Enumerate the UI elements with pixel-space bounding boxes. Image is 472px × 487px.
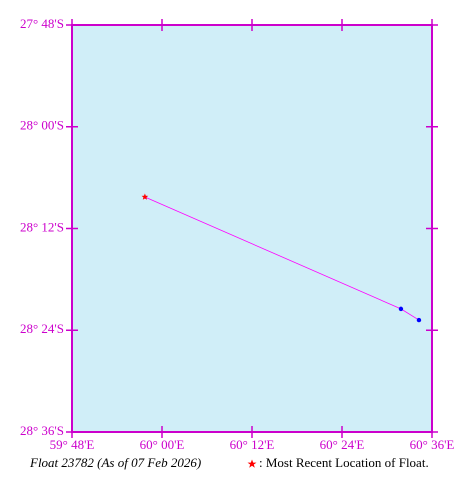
x-tick-label: 59° 48'E bbox=[50, 437, 95, 452]
chart-title: Float 23782 (As of 07 Feb 2026) bbox=[29, 455, 201, 470]
y-tick-label: 28° 24'S bbox=[20, 321, 64, 336]
latest-location bbox=[141, 193, 149, 200]
x-tick-label: 60° 00'E bbox=[140, 437, 185, 452]
float-location bbox=[398, 306, 404, 312]
y-tick-label: 27° 48'S bbox=[20, 16, 64, 31]
x-tick-label: 60° 36'E bbox=[410, 437, 455, 452]
y-tick-label: 28° 00'S bbox=[20, 118, 64, 133]
plot-area bbox=[71, 24, 433, 433]
y-tick-label: 28° 36'S bbox=[20, 423, 64, 438]
legend-text: : Most Recent Location of Float. bbox=[259, 455, 429, 470]
legend-star bbox=[247, 459, 257, 468]
x-tick-label: 60° 24'E bbox=[320, 437, 365, 452]
x-tick-label: 60° 12'E bbox=[230, 437, 275, 452]
float-location bbox=[416, 317, 422, 323]
y-tick-label: 28° 12'S bbox=[20, 219, 64, 234]
